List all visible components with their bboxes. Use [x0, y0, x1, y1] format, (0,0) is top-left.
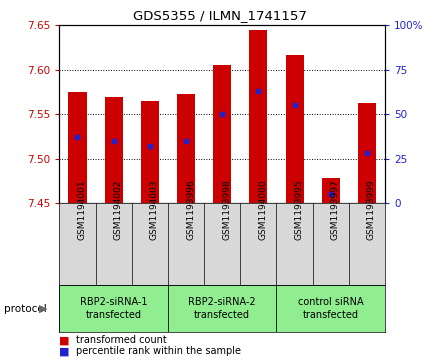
- Text: percentile rank within the sample: percentile rank within the sample: [76, 346, 241, 356]
- Bar: [322, 178, 340, 203]
- Text: protocol: protocol: [4, 303, 47, 314]
- Text: RBP2-siRNA-1
transfected: RBP2-siRNA-1 transfected: [80, 297, 147, 320]
- Text: GSM1193996: GSM1193996: [186, 179, 195, 240]
- Text: GSM1193998: GSM1193998: [222, 179, 231, 240]
- Text: GSM1193995: GSM1193995: [294, 179, 304, 240]
- Text: control siRNA
transfected: control siRNA transfected: [298, 297, 363, 320]
- Text: GSM1194003: GSM1194003: [150, 179, 159, 240]
- Bar: [213, 65, 231, 203]
- Text: GSM1193999: GSM1193999: [367, 179, 376, 240]
- Bar: [249, 30, 268, 203]
- Bar: [276, 285, 385, 332]
- Bar: [59, 285, 168, 332]
- Bar: [286, 55, 304, 203]
- Text: ■: ■: [59, 335, 70, 346]
- Bar: [177, 94, 195, 203]
- Text: RBP2-siRNA-2
transfected: RBP2-siRNA-2 transfected: [188, 297, 256, 320]
- Bar: [168, 285, 276, 332]
- Text: GSM1194001: GSM1194001: [77, 179, 87, 240]
- Text: GSM1194000: GSM1194000: [258, 179, 268, 240]
- Bar: [69, 92, 87, 203]
- Text: GDS5355 / ILMN_1741157: GDS5355 / ILMN_1741157: [133, 9, 307, 22]
- Text: transformed count: transformed count: [76, 335, 167, 346]
- Text: GSM1194002: GSM1194002: [114, 180, 123, 240]
- Text: ■: ■: [59, 346, 70, 356]
- Bar: [105, 97, 123, 203]
- Bar: [141, 101, 159, 203]
- Bar: [358, 103, 376, 203]
- Text: GSM1193997: GSM1193997: [331, 179, 340, 240]
- Text: ▶: ▶: [39, 303, 47, 314]
